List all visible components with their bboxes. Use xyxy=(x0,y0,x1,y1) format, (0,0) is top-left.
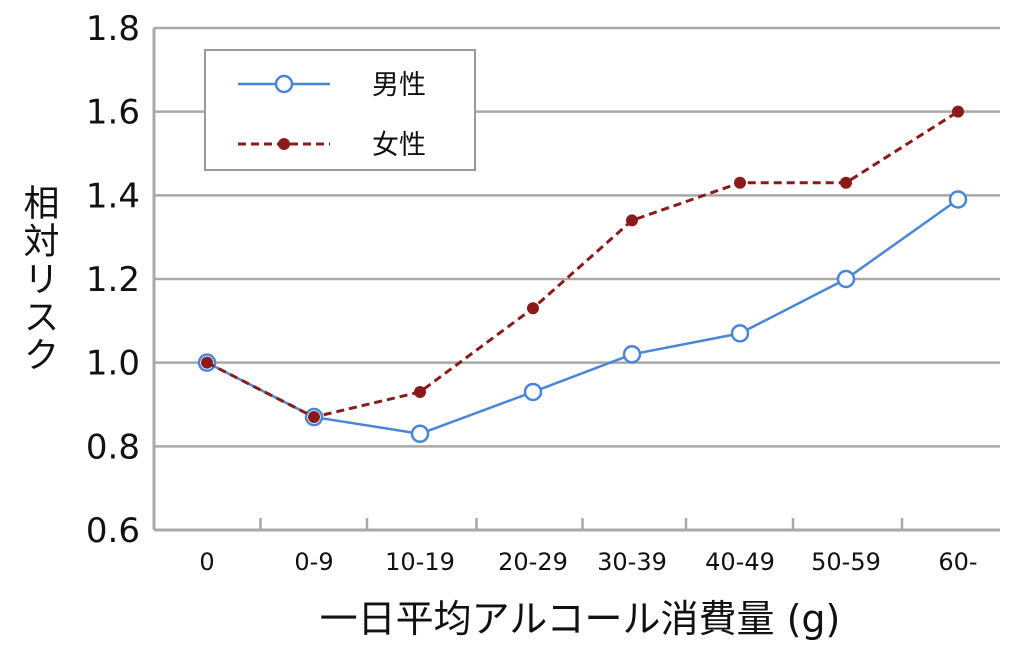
legend-marker xyxy=(274,74,294,94)
data-point-female xyxy=(840,176,852,189)
x-tick-label: 30-39 xyxy=(597,548,667,576)
x-tick-label: 0 xyxy=(199,548,214,576)
y-tick-label: 0.6 xyxy=(86,511,140,551)
y-tick-label: 1.4 xyxy=(86,176,140,216)
x-tick-label: 60- xyxy=(938,548,977,576)
legend-marker xyxy=(278,138,290,150)
y-tick-label: 1.8 xyxy=(86,9,140,49)
series-line-female xyxy=(206,110,959,419)
y-tick-label: 1.6 xyxy=(86,93,140,133)
data-point-female xyxy=(527,302,539,315)
data-point-female xyxy=(308,411,320,424)
data-point-male xyxy=(836,269,856,289)
x-axis-label: 一日平均アルコール消費量 (g) xyxy=(320,597,841,641)
data-point-female xyxy=(201,356,213,369)
series-line-male xyxy=(206,198,959,436)
x-tick-label: 0-9 xyxy=(294,548,333,576)
y-tick-label: 0.8 xyxy=(86,427,140,467)
x-tick-label: 50-59 xyxy=(811,548,881,576)
x-tick-label: 40-49 xyxy=(705,548,775,576)
data-point-male xyxy=(523,382,543,402)
data-point-male xyxy=(622,345,642,364)
y-tick-label: 1.2 xyxy=(86,260,140,300)
data-point-female xyxy=(734,176,746,189)
y-tick-label: 1.0 xyxy=(86,344,140,384)
x-tick-label: 20-29 xyxy=(498,548,568,576)
legend-label: 女性 xyxy=(372,130,426,161)
y-axis-label: 相対リスク xyxy=(18,184,59,374)
data-point-male xyxy=(730,324,750,343)
data-point-female xyxy=(952,105,964,118)
data-point-male xyxy=(410,424,430,444)
x-tick-label: 10-19 xyxy=(385,548,455,576)
data-point-female xyxy=(626,214,638,227)
legend-label: 男性 xyxy=(372,70,426,101)
data-point-female xyxy=(414,385,426,398)
data-point-male xyxy=(948,190,968,209)
